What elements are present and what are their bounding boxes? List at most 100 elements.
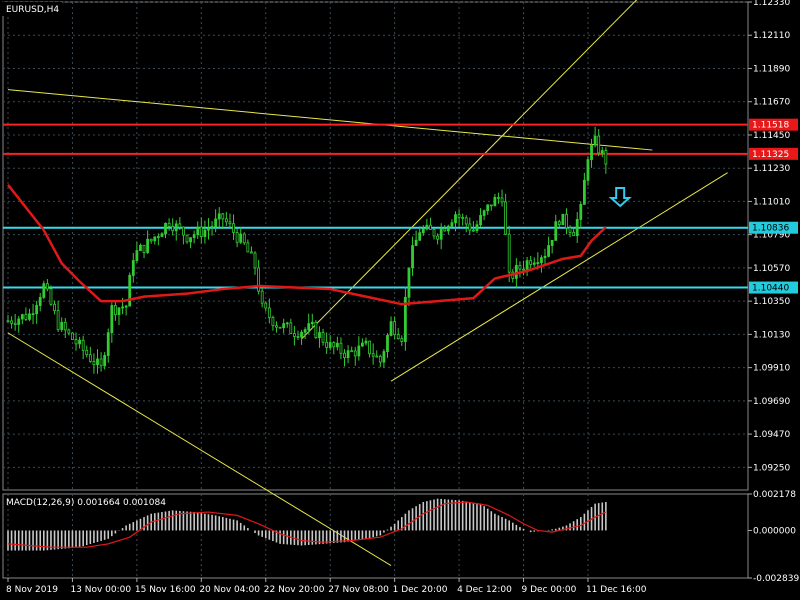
candle-body — [189, 237, 192, 243]
candle — [507, 225, 511, 282]
candle — [13, 313, 17, 331]
level-tag: 1.10440 — [752, 284, 789, 294]
candle — [92, 353, 96, 374]
candle — [171, 218, 175, 236]
candle — [38, 293, 42, 312]
level-tag-bg — [749, 118, 798, 131]
candle-body — [536, 262, 540, 264]
candle-body — [214, 218, 218, 227]
candle — [436, 233, 440, 245]
candle — [164, 222, 167, 239]
candle — [88, 346, 92, 363]
price-tick-label: 1.10350 — [753, 297, 790, 307]
candle — [382, 349, 386, 368]
candle-body — [375, 355, 379, 358]
candle — [403, 287, 407, 351]
price-tick-label: 1.12330 — [753, 0, 790, 8]
candle — [20, 313, 24, 325]
candle-body — [114, 305, 117, 316]
candle — [396, 328, 400, 340]
candle-body — [56, 310, 60, 330]
trendline-2[interactable] — [7, 332, 392, 566]
candle-body — [446, 225, 450, 232]
trendline-4[interactable] — [390, 172, 728, 382]
time-tick-label: 20 Nov 04:00 — [199, 585, 260, 595]
candle-body — [164, 222, 167, 235]
candle-body — [493, 196, 497, 207]
candle-body — [88, 354, 92, 362]
candle-body — [67, 329, 71, 334]
candle-body — [597, 135, 601, 154]
price-axis[interactable]: 1.12330 1.12110 1.11890 1.11670 1.11450 1.112… — [748, 0, 790, 473]
candle — [224, 211, 228, 226]
candle — [335, 336, 339, 351]
candle — [493, 193, 497, 207]
candle — [6, 314, 10, 323]
candle — [28, 308, 31, 322]
candle-body — [421, 228, 425, 234]
candle-body — [224, 218, 228, 223]
candle-body — [332, 342, 336, 348]
candle — [300, 329, 303, 345]
candle — [242, 232, 246, 245]
candle — [10, 316, 13, 329]
candle — [96, 349, 99, 374]
candle-body — [525, 260, 529, 270]
time-axis[interactable]: 8 Nov 2019 13 Nov 00:00 15 Nov 16:00 20 Nov… — [6, 578, 647, 595]
candle — [547, 236, 550, 258]
candle — [368, 340, 371, 358]
trendline-1[interactable] — [7, 89, 653, 151]
candle-body — [489, 204, 493, 207]
candle — [318, 326, 321, 348]
macd-signal-line — [7, 501, 607, 548]
candle-body — [436, 235, 440, 240]
candle-body — [110, 305, 114, 334]
candle-body — [540, 257, 543, 263]
candle — [196, 221, 200, 240]
candle — [149, 238, 153, 244]
candle-body — [343, 352, 346, 359]
candle-body — [71, 332, 74, 340]
candle — [278, 326, 282, 329]
horizontal-levels[interactable] — [3, 123, 748, 289]
trendline-3[interactable] — [301, 0, 653, 340]
candle — [296, 330, 300, 341]
candle-body — [257, 267, 261, 292]
candle — [192, 230, 196, 244]
candle-body — [407, 267, 411, 298]
candle-body — [17, 318, 21, 325]
candle-body — [160, 233, 164, 237]
candle — [239, 227, 243, 244]
candle — [235, 228, 239, 248]
candle-body — [81, 339, 85, 351]
candle-body — [504, 201, 508, 235]
candle-body — [28, 313, 31, 320]
candle-body — [393, 321, 397, 336]
candle — [557, 219, 561, 228]
time-tick-label: 11 Dec 16:00 — [586, 585, 647, 595]
candle — [128, 272, 132, 307]
candle-body — [278, 326, 282, 329]
symbol-label: EURUSD,H4 — [6, 5, 59, 15]
price-tick-label: 1.11010 — [753, 197, 790, 207]
candle-body — [149, 238, 153, 242]
candle-body — [20, 314, 24, 320]
trendlines[interactable] — [7, 0, 728, 566]
candle — [35, 300, 39, 324]
candle — [600, 146, 604, 158]
candle-body — [439, 228, 443, 240]
candle — [42, 280, 46, 300]
candle — [353, 347, 357, 366]
candle-body — [85, 349, 89, 356]
candle — [471, 220, 475, 232]
candle — [343, 349, 346, 367]
candle-body — [529, 260, 533, 265]
candle — [167, 218, 171, 231]
candle-body — [582, 179, 586, 205]
candle — [139, 243, 142, 252]
candle — [117, 307, 121, 326]
candle — [24, 307, 28, 322]
candle — [228, 213, 232, 230]
candle-body — [232, 223, 235, 233]
